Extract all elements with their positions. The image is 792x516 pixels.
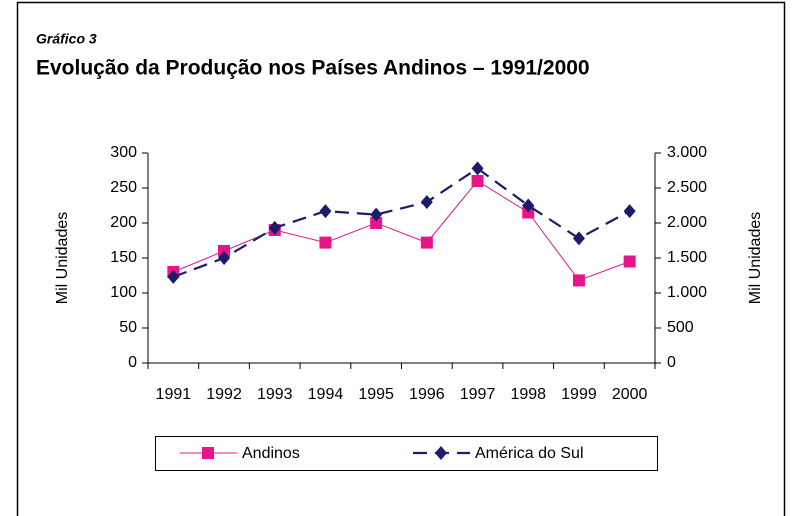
data-point	[623, 204, 636, 219]
legend-box	[155, 436, 658, 471]
y2-tick-label: 0	[667, 354, 676, 371]
x-tick-label: 2000	[612, 386, 648, 403]
y2-axis-title: Mil Unidades	[747, 212, 764, 304]
y-tick-label: 250	[110, 179, 137, 196]
y-tick-label: 200	[110, 214, 137, 231]
y2-tick-label: 500	[667, 319, 694, 336]
x-tick-label: 1998	[510, 386, 546, 403]
data-point	[623, 255, 636, 268]
data-point	[319, 236, 332, 249]
data-point	[420, 195, 433, 209]
series-line	[172, 167, 631, 278]
data-point	[370, 217, 383, 229]
series-line	[173, 180, 630, 281]
y-tick-label: 300	[110, 144, 137, 161]
y2-tick-label: 2.500	[667, 179, 707, 196]
x-tick-label: 1993	[257, 386, 293, 403]
y2-tick-label: 1.000	[667, 284, 707, 301]
x-tick-label: 1996	[409, 386, 445, 403]
data-point	[572, 274, 585, 287]
legend-label: América do Sul	[475, 445, 584, 462]
x-tick-label: 1991	[156, 386, 192, 403]
data-point	[167, 269, 180, 284]
data-point	[572, 231, 585, 246]
data-point	[370, 207, 383, 222]
y-tick-label: 50	[119, 319, 137, 336]
y-tick-label: 100	[110, 284, 137, 301]
data-point	[471, 175, 484, 187]
y2-tick-label: 3.000	[667, 144, 707, 161]
y2-tick-label: 1.500	[667, 249, 707, 266]
data-point	[218, 251, 231, 265]
data-point	[522, 198, 535, 213]
legend-label: Andinos	[242, 445, 300, 462]
y2-tick-label: 2.000	[667, 214, 707, 231]
data-point	[319, 204, 332, 219]
frame	[16, 1, 786, 516]
y-axis-title: Mil Unidades	[54, 212, 71, 304]
y-tick-label: 150	[110, 249, 137, 266]
data-point	[268, 220, 281, 235]
y-tick-label: 0	[128, 354, 137, 371]
data-point	[471, 161, 484, 176]
x-tick-label: 1997	[460, 386, 496, 403]
x-tick-label: 1999	[561, 386, 597, 403]
data-point	[420, 236, 433, 249]
x-tick-label: 1992	[206, 386, 242, 403]
chart-title: Evolução da Produção nos Países Andinos …	[36, 57, 590, 80]
x-tick-label: 1994	[308, 386, 344, 403]
legend-marker	[202, 447, 214, 459]
legend-marker	[435, 446, 447, 460]
figure-label: Gráfico 3	[36, 31, 97, 47]
x-tick-label: 1995	[358, 386, 394, 403]
